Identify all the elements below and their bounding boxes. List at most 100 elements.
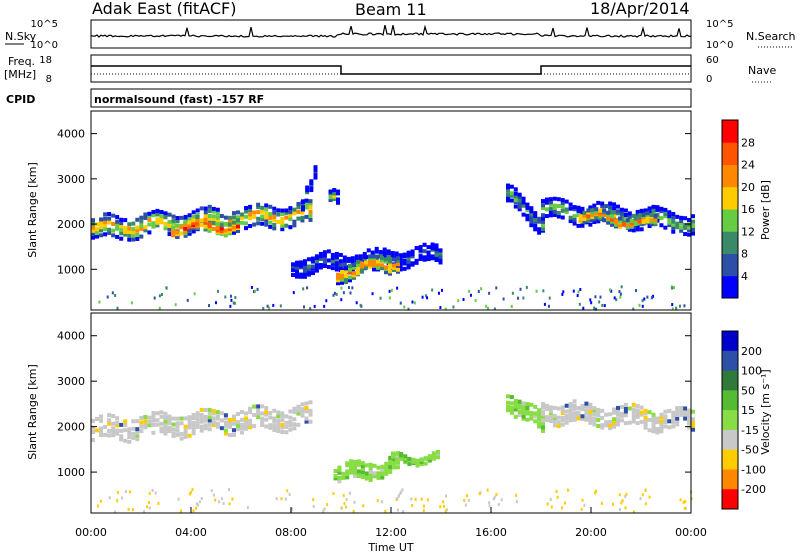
- nsearch-label: N.Search: [746, 30, 796, 43]
- range-cell: [356, 462, 361, 467]
- noise-cell: [98, 300, 101, 304]
- range-cell: [372, 474, 377, 479]
- noise-cell: [493, 307, 496, 311]
- range-cell: [422, 255, 427, 260]
- range-cell: [691, 227, 695, 232]
- range-cell: [268, 215, 273, 220]
- range-cell: [309, 181, 314, 186]
- range-cell: [651, 204, 656, 209]
- range-cell: [616, 409, 620, 414]
- range-cell: [318, 256, 323, 261]
- range-cell: [203, 426, 208, 431]
- range-cell: [394, 253, 399, 258]
- range-cell: [616, 417, 620, 422]
- range-cell: [651, 412, 656, 417]
- range-cell: [107, 421, 112, 426]
- range-cell: [313, 172, 318, 177]
- noise-cell: [618, 508, 621, 512]
- range-cell: [659, 223, 664, 228]
- range-cell: [525, 411, 530, 416]
- range-cell: [592, 203, 597, 208]
- range-cell: [384, 257, 388, 262]
- range-cell: [288, 206, 293, 211]
- range-cell: [390, 251, 395, 256]
- noise-cell: [497, 503, 500, 507]
- range-cell: [625, 218, 630, 223]
- range-cell: [372, 254, 376, 259]
- range-cell: [590, 215, 595, 220]
- range-cell: [356, 267, 360, 272]
- range-cell: [276, 220, 281, 225]
- range-cell: [521, 203, 526, 208]
- range-cell: [336, 278, 340, 283]
- noise-cell: [198, 500, 201, 504]
- range-cell: [667, 214, 672, 219]
- noise-cell: [111, 291, 114, 295]
- range-cell: [619, 207, 624, 212]
- range-cell: [276, 212, 281, 217]
- range-cell: [306, 264, 311, 269]
- range-cell: [240, 430, 245, 435]
- range-cell: [252, 424, 257, 429]
- range-cell: [131, 227, 136, 232]
- range-cell: [345, 461, 350, 466]
- range-cell: [195, 214, 200, 219]
- noise-cell: [342, 493, 345, 497]
- colorbar-tick-label: 50: [741, 384, 755, 397]
- noise-cell: [147, 501, 150, 505]
- range-cell: [541, 428, 545, 433]
- noise-cell: [546, 502, 549, 506]
- range-cell: [151, 209, 156, 214]
- range-cell: [304, 201, 309, 206]
- range-cell: [211, 423, 216, 428]
- range-cell: [260, 205, 265, 210]
- range-cell: [655, 427, 660, 432]
- range-cell: [368, 462, 373, 467]
- noise-cell: [580, 507, 583, 511]
- range-cell: [647, 417, 652, 422]
- range-cell: [318, 251, 323, 256]
- range-cell: [171, 220, 176, 225]
- noise-cell: [469, 293, 472, 297]
- range-cell: [552, 205, 557, 210]
- noise-cell: [601, 303, 604, 307]
- range-cell: [356, 271, 360, 276]
- noise-cell: [312, 498, 315, 502]
- range-cell: [304, 409, 309, 414]
- range-cell: [635, 224, 640, 229]
- range-cell: [635, 411, 640, 416]
- range-cell: [309, 179, 314, 184]
- noise-cell: [598, 300, 601, 304]
- range-cell: [223, 221, 228, 226]
- range-cell: [143, 419, 148, 424]
- range-cell: [643, 419, 648, 424]
- range-cell: [280, 220, 285, 225]
- range-cell: [219, 214, 224, 219]
- noise-cell: [388, 296, 391, 300]
- noise-cell: [284, 497, 287, 501]
- range-cell: [175, 432, 180, 437]
- range-cell: [572, 221, 577, 226]
- range-cell: [602, 210, 607, 215]
- range-cell: [537, 421, 542, 426]
- range-cell: [131, 419, 136, 424]
- range-cell: [155, 212, 160, 217]
- range-cell: [388, 469, 393, 474]
- range-cell: [107, 230, 112, 235]
- range-cell: [167, 223, 172, 228]
- x-tick-label: 04:00: [175, 526, 207, 539]
- colorbar-swatch: [722, 120, 738, 143]
- range-cell: [386, 249, 391, 254]
- range-cell: [418, 254, 423, 259]
- range-cell: [318, 263, 323, 268]
- noise-cell: [466, 494, 469, 498]
- range-cell: [374, 246, 379, 251]
- noise-cell: [407, 307, 410, 311]
- range-cell: [336, 275, 340, 280]
- range-cell: [395, 451, 400, 456]
- range-cell: [392, 263, 396, 268]
- range-cell: [284, 424, 289, 429]
- range-cell: [659, 429, 664, 434]
- nsky-label: N.Sky: [5, 30, 37, 43]
- range-cell: [191, 427, 196, 432]
